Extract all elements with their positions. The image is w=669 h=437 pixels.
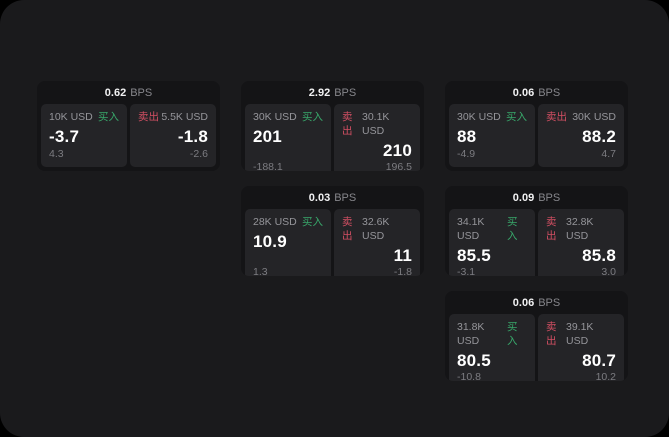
sell-sub-value: 196.5	[385, 161, 412, 171]
quote-panels: 31.8K USD 买入 80.5 -10.8 卖出 39.1K USD 80.…	[445, 314, 628, 381]
quote-panels: 30K USD 买入 201 -188.1 卖出 30.1K USD 210 1…	[241, 104, 424, 171]
buy-sub-value: -188.1	[253, 161, 283, 171]
buy-amount-label: 34.1K USD	[457, 216, 485, 242]
sell-quote-tile[interactable]: 卖出 30.1K USD 210 196.5	[334, 104, 420, 171]
bps-header: 2.92 BPS	[241, 81, 424, 104]
buy-button[interactable]: 买入	[302, 216, 323, 228]
quote-card: 0.09 BPS 34.1K USD 买入 85.5 -3.1 卖出 32.8K…	[445, 186, 628, 276]
quote-panels: 10K USD 买入 -3.7 4.3 卖出 5.5K USD -1.8 -2.…	[37, 104, 220, 171]
bps-unit-label: BPS	[334, 86, 357, 99]
sell-sub-value: 4.7	[601, 148, 616, 160]
buy-amount-label: 30K USD	[253, 111, 297, 123]
buy-amount-label: 31.8K USD	[457, 321, 485, 347]
sell-price-value: 85.8	[582, 246, 616, 265]
sell-amount-label: 32.6K USD	[361, 216, 390, 242]
buy-price-value: 10.9	[253, 232, 287, 251]
bps-header: 0.03 BPS	[241, 186, 424, 209]
sell-button[interactable]: 卖出	[342, 216, 353, 242]
sell-amount-label: 5.5K USD	[161, 111, 208, 123]
buy-quote-tile[interactable]: 10K USD 买入 -3.7 4.3	[41, 104, 127, 167]
quote-card: 0.62 BPS 10K USD 买入 -3.7 4.3 卖出 5.5K USD…	[37, 81, 220, 171]
sell-amount-label: 30K USD	[572, 111, 616, 123]
sell-sub-value: -2.6	[189, 148, 208, 160]
quote-panels: 28K USD 买入 10.9 1.3 卖出 32.6K USD 11 -1.8	[241, 209, 424, 276]
sell-amount-label: 30.1K USD	[361, 111, 390, 137]
buy-amount-label: 28K USD	[253, 216, 297, 228]
sell-amount-label: 39.1K USD	[565, 321, 594, 347]
bps-unit-label: BPS	[538, 86, 561, 99]
sell-sub-value: -1.8	[393, 266, 412, 276]
buy-button[interactable]: 买入	[507, 216, 518, 242]
buy-quote-tile[interactable]: 30K USD 买入 88 -4.9	[449, 104, 535, 167]
sell-button[interactable]: 卖出	[546, 321, 557, 347]
sell-price-value: 80.7	[582, 351, 616, 370]
bps-value: 0.06	[512, 86, 535, 99]
bps-unit-label: BPS	[130, 86, 153, 99]
buy-price-value: 88	[457, 127, 477, 146]
buy-price-value: 85.5	[457, 246, 491, 265]
sell-sub-value: 10.2	[595, 371, 616, 381]
quote-card: 0.03 BPS 28K USD 买入 10.9 1.3 卖出 32.6K US…	[241, 186, 424, 276]
buy-price-value: 80.5	[457, 351, 491, 370]
bps-header: 0.06 BPS	[445, 291, 628, 314]
bps-unit-label: BPS	[334, 191, 357, 204]
buy-amount-label: 30K USD	[457, 111, 501, 123]
buy-button[interactable]: 买入	[507, 321, 518, 347]
quote-panels: 30K USD 买入 88 -4.9 卖出 30K USD 88.2 4.7	[445, 104, 628, 171]
sell-button[interactable]: 卖出	[342, 111, 353, 137]
bps-header: 0.62 BPS	[37, 81, 220, 104]
quote-card-grid: 0.62 BPS 10K USD 买入 -3.7 4.3 卖出 5.5K USD…	[37, 81, 628, 381]
sell-price-value: 210	[383, 141, 412, 160]
quote-card: 2.92 BPS 30K USD 买入 201 -188.1 卖出 30.1K …	[241, 81, 424, 171]
buy-sub-value: -10.8	[457, 371, 481, 381]
buy-quote-tile[interactable]: 28K USD 买入 10.9 1.3	[245, 209, 331, 276]
buy-button[interactable]: 买入	[98, 111, 119, 123]
buy-sub-value: 1.3	[253, 266, 268, 276]
sell-button[interactable]: 卖出	[546, 111, 567, 123]
buy-quote-tile[interactable]: 30K USD 买入 201 -188.1	[245, 104, 331, 171]
buy-quote-tile[interactable]: 31.8K USD 买入 80.5 -10.8	[449, 314, 535, 381]
bps-header: 0.06 BPS	[445, 81, 628, 104]
sell-price-value: -1.8	[177, 127, 208, 146]
buy-price-value: -3.7	[49, 127, 80, 146]
sell-quote-tile[interactable]: 卖出 32.8K USD 85.8 3.0	[538, 209, 624, 276]
sell-price-value: 11	[393, 246, 412, 265]
sell-quote-tile[interactable]: 卖出 5.5K USD -1.8 -2.6	[130, 104, 216, 167]
sell-amount-label: 32.8K USD	[565, 216, 594, 242]
bps-value: 0.62	[104, 86, 127, 99]
bps-value: 2.92	[308, 86, 331, 99]
sell-button[interactable]: 卖出	[546, 216, 557, 242]
quote-card: 0.06 BPS 31.8K USD 买入 80.5 -10.8 卖出 39.1…	[445, 291, 628, 381]
sell-button[interactable]: 卖出	[138, 111, 159, 123]
bps-unit-label: BPS	[538, 191, 561, 204]
bps-value: 0.06	[512, 296, 535, 309]
sell-price-value: 88.2	[582, 127, 616, 146]
sell-quote-tile[interactable]: 卖出 30K USD 88.2 4.7	[538, 104, 624, 167]
sell-quote-tile[interactable]: 卖出 39.1K USD 80.7 10.2	[538, 314, 624, 381]
quote-card: 0.06 BPS 30K USD 买入 88 -4.9 卖出 30K USD 8…	[445, 81, 628, 171]
buy-quote-tile[interactable]: 34.1K USD 买入 85.5 -3.1	[449, 209, 535, 276]
buy-price-value: 201	[253, 127, 282, 146]
buy-amount-label: 10K USD	[49, 111, 93, 123]
bps-unit-label: BPS	[538, 296, 561, 309]
bps-header: 0.09 BPS	[445, 186, 628, 209]
bps-value: 0.09	[512, 191, 535, 204]
buy-sub-value: 4.3	[49, 148, 64, 160]
quote-panels: 34.1K USD 买入 85.5 -3.1 卖出 32.8K USD 85.8…	[445, 209, 628, 276]
sell-quote-tile[interactable]: 卖出 32.6K USD 11 -1.8	[334, 209, 420, 276]
buy-sub-value: -3.1	[457, 266, 476, 276]
bps-value: 0.03	[308, 191, 331, 204]
buy-button[interactable]: 买入	[506, 111, 527, 123]
buy-sub-value: -4.9	[457, 148, 476, 160]
sell-sub-value: 3.0	[601, 266, 616, 276]
buy-button[interactable]: 买入	[302, 111, 323, 123]
